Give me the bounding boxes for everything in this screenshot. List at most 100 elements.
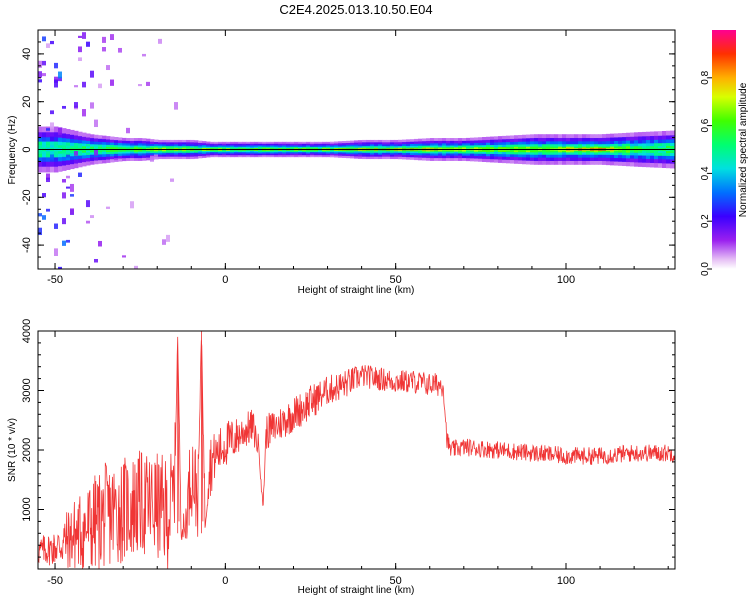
spectrogram-x-tick-label: 0 [222,274,228,286]
spectrogram-cell [138,84,142,87]
spectrogram-cell [46,43,50,48]
spectrogram-cell [50,110,54,115]
snr-marks [38,331,675,569]
spectrogram-cell [170,178,174,182]
spectrogram-cell [42,60,46,66]
snr-x-tick-label: 50 [390,575,402,587]
spectrogram-cell [82,32,86,39]
snr-ticks: -50 0 50 100 1000 2000 3000 4000 [21,319,675,587]
spectrogram-cell [46,128,50,131]
spectrogram-cell [98,240,102,247]
spectrogram-cell [50,122,54,129]
spectrogram-cell [78,35,82,38]
spectrogram-cell [78,46,82,53]
spectrogram-cell [154,154,158,158]
snr-series-line [38,331,675,569]
snr-x-tick-label: -50 [47,575,63,587]
spectrogram-x-tick-label: 100 [557,274,575,286]
spectrogram-cell [94,119,98,128]
spectrogram-cell [102,36,106,43]
spectrogram-cell [46,173,50,180]
snr-panel: -50 0 50 100 1000 2000 3000 4000 Height of stra… [7,319,676,596]
spectrogram-y-label: Frequency (Hz) [7,116,18,185]
spectrogram-cell [114,158,118,161]
figure-title: C2E4.2025.013.10.50.E04 [279,2,432,17]
spectrogram-cell [166,234,170,242]
spectrogram-cell [54,79,58,88]
colorbar-tick-label: 0.0 [700,262,711,276]
spectrogram-cell [58,127,62,135]
colorbar-tick-label: 0.2 [700,214,711,228]
spectrogram-cell [50,136,54,142]
spectrogram-cell [38,71,42,78]
spectrogram-cell [82,109,86,117]
spectrogram-y-tick-label: 40 [21,48,33,60]
spectrogram-cell [42,193,46,198]
snr-x-label: Height of straight line (km) [298,585,415,596]
spectrogram-cell [70,183,74,192]
spectrogram-cell [50,154,54,160]
spectrogram-cell [74,85,78,88]
spectrogram-cell [110,79,114,86]
snr-y-tick-label: 1000 [21,497,33,521]
spectrogram-cell [42,36,46,42]
spectrogram-cell [118,47,122,53]
spectrogram-cell [58,71,62,79]
snr-x-tick-label: 100 [557,575,575,587]
colorbar-label: Normalized spectral amplitude [738,82,749,217]
spectrogram-y-tick-label: -20 [21,189,33,205]
spectrogram-cell [86,200,90,208]
colorbar-tick-label: 0.6 [700,118,711,132]
spectrogram-x-tick-label: 50 [390,274,402,286]
spectrogram-cell [90,70,94,78]
spectrogram-cell [142,53,146,57]
spectrogram-cell [58,267,62,269]
colorbar-ticks: 0.0 0.2 0.4 0.6 0.8 [700,70,712,276]
spectrogram-cell [74,150,78,156]
spectrogram-cell [82,81,86,88]
spectrogram-cell [58,76,62,82]
spectrogram-y-tick-label: 0 [21,146,33,152]
snr-y-tick-label: 4000 [21,319,33,343]
spectrogram-marks [38,32,675,269]
spectrogram-cell [38,213,42,217]
spectrogram-cell [42,215,46,220]
spectrogram-cell [94,258,98,263]
spectrogram-cell [146,81,150,86]
colorbar-tick-label: 0.8 [700,70,711,84]
spectrogram-cell [70,194,74,197]
spectrogram-ticks: -50 0 50 100 -40 -20 0 20 40 [21,29,675,286]
spectrogram-cell [62,240,66,246]
spectrogram-cell [38,227,42,236]
spectrogram-cell [106,206,110,209]
colorbar-gradient [712,30,736,269]
spectrogram-cell [90,102,94,109]
spectrogram-cell [162,239,166,245]
spectrogram-x-tick-label: -50 [47,274,63,286]
spectrogram-cell [126,127,130,134]
spectrogram-y-tick-label: 20 [21,96,33,108]
spectrogram-cell [50,40,54,45]
spectrogram-cell [174,102,178,110]
spectrogram-cell [46,208,50,212]
spectrogram-cell [90,215,94,219]
spectrogram-cell [62,105,66,109]
spectrogram-cell [66,175,70,179]
spectrogram-cell [98,83,102,89]
spectrogram-cell [94,149,98,156]
spectrogram-cell [54,62,58,69]
spectrogram-cell [62,218,66,225]
spectrogram-cell [134,265,138,269]
spectrogram-cell [54,248,58,256]
snr-y-label: SNR (10 * v/v) [7,418,18,482]
spectrogram-panel: -50 0 50 100 -40 -20 0 20 40 Height of straight … [7,29,676,296]
spectrogram-cell [150,155,154,162]
spectrogram-cell [42,73,46,77]
spectrogram-cell [106,65,110,71]
snr-y-tick-label: 2000 [21,438,33,462]
spectrogram-cell [122,255,126,258]
spectrogram-cell [66,239,70,243]
colorbar: 0.0 0.2 0.4 0.6 0.8 Normalized spectral ampl… [700,30,749,276]
spectrogram-cell [66,186,70,189]
